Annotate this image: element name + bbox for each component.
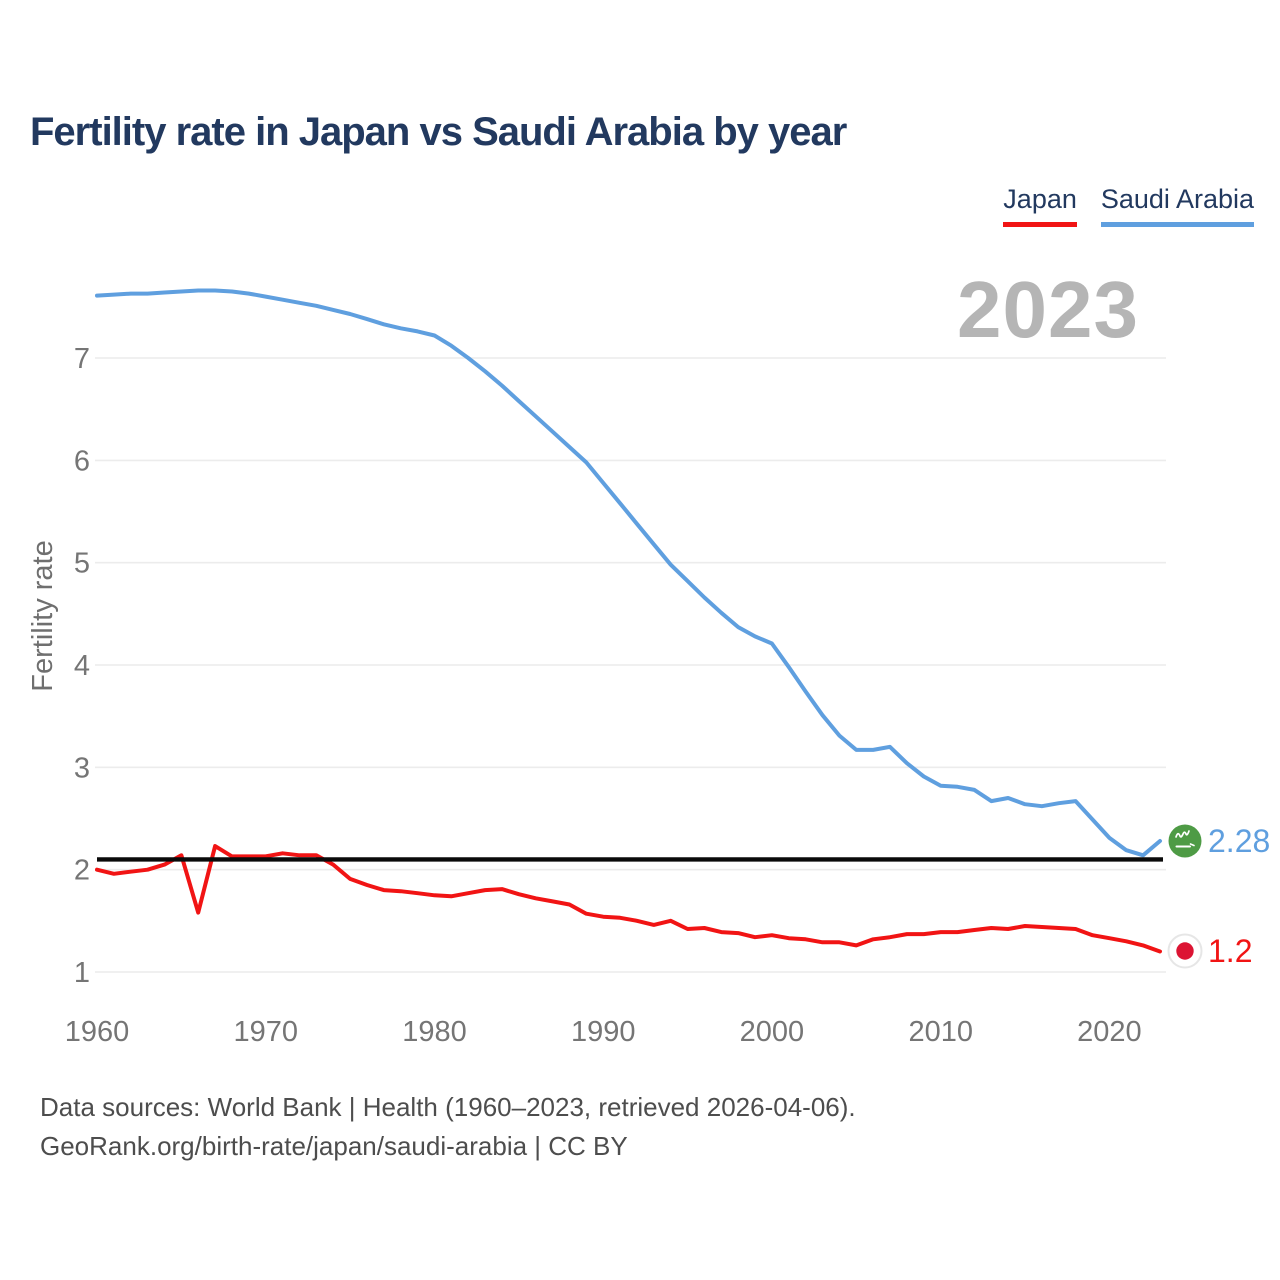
series-lines-group xyxy=(95,288,1162,954)
saudi-arabia-flag-icon xyxy=(1168,824,1202,858)
x-tick-label: 1990 xyxy=(571,1016,636,1048)
x-tick-label: 2020 xyxy=(1077,1016,1142,1048)
hover-year-watermark: 2023 xyxy=(957,265,1139,354)
footer-sources-line: Data sources: World Bank | Health (1960–… xyxy=(40,1092,856,1122)
saudi-arabia-line xyxy=(95,288,1162,858)
x-axis-tick-labels: 1960 1970 1980 1990 2000 2010 2020 xyxy=(65,1016,1142,1048)
y-tick-label: 2 xyxy=(74,855,90,887)
footer-attribution-link[interactable]: GeoRank.org/birth-rate/japan/saudi-arabi… xyxy=(40,1131,628,1161)
y-tick-label: 5 xyxy=(74,548,90,580)
y-axis-tick-labels: 1 2 3 4 5 6 7 xyxy=(74,343,90,989)
fertility-chart-plot-area[interactable]: 1 2 3 4 5 6 7 1960 1970 1980 1990 2000 2010 2020 Fer… xyxy=(0,0,1280,1080)
x-tick-label: 1960 xyxy=(65,1016,130,1048)
y-tick-label: 6 xyxy=(74,445,90,477)
japan-end-value: 1.2 xyxy=(1208,933,1252,969)
legend-item-japan[interactable]: Japan xyxy=(1003,184,1077,227)
legend-item-saudi-arabia[interactable]: Saudi Arabia xyxy=(1100,184,1254,227)
gridlines-group xyxy=(95,357,1166,973)
japan-line xyxy=(95,844,1162,954)
x-tick-label: 1980 xyxy=(402,1016,467,1048)
y-tick-label: 3 xyxy=(74,752,90,784)
y-tick-label: 1 xyxy=(74,957,90,989)
saudi-arabia-end-value: 2.28 xyxy=(1208,823,1270,859)
x-tick-label: 2010 xyxy=(908,1016,973,1048)
y-tick-label: 4 xyxy=(74,650,90,682)
y-tick-label: 7 xyxy=(74,343,90,375)
footer: Data sources: World Bank | Health (1960–… xyxy=(40,1088,856,1166)
x-tick-label: 2000 xyxy=(740,1016,805,1048)
page-title: Fertility rate in Japan vs Saudi Arabia … xyxy=(30,110,847,154)
x-tick-label: 1970 xyxy=(233,1016,298,1048)
legend: Japan Saudi Arabia xyxy=(1003,184,1254,227)
y-axis-title: Fertility rate xyxy=(27,540,59,691)
japan-flag-icon xyxy=(1167,933,1203,969)
